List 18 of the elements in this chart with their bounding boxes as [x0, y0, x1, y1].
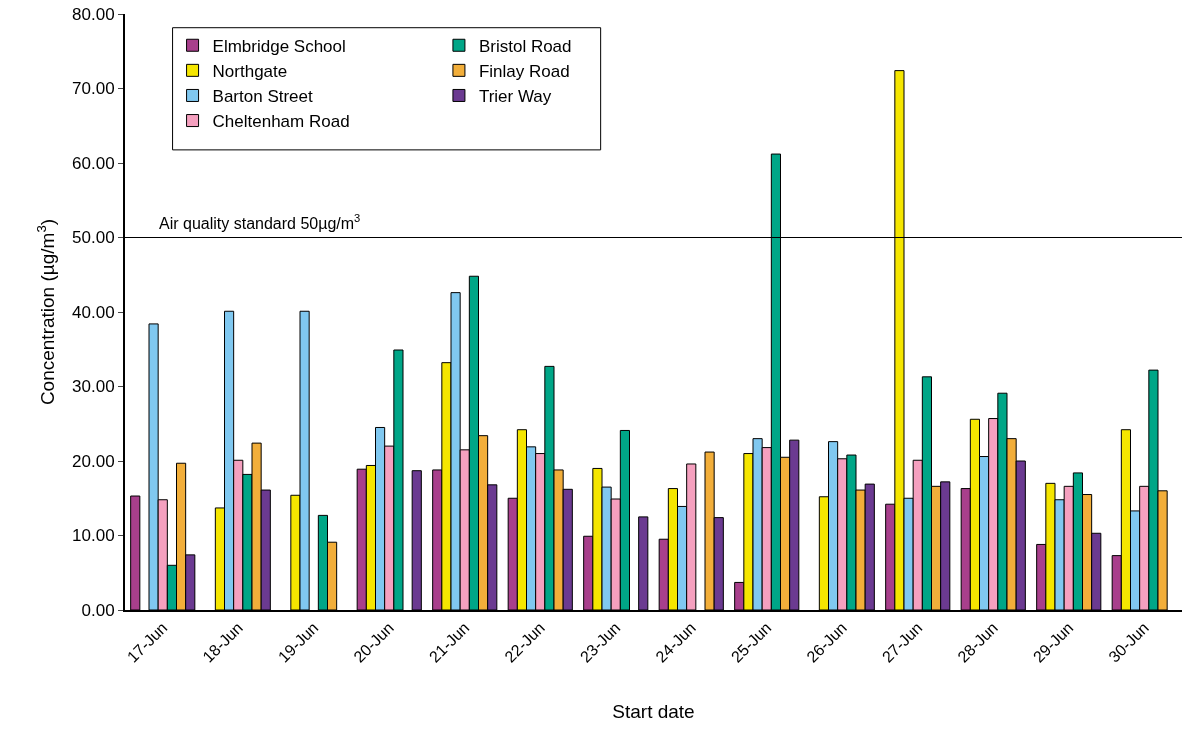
- y-tick-label: 0.00: [81, 600, 115, 620]
- legend-label: Cheltenham Road: [212, 112, 350, 132]
- legend-label: Elmbridge School: [212, 36, 346, 56]
- y-tick-label: 20.00: [72, 451, 115, 471]
- y-tick-label: 50.00: [72, 228, 115, 248]
- y-tick-label: 70.00: [72, 79, 115, 99]
- ref-line-label: Air quality standard 50µg/m$^{3}$: [159, 212, 361, 232]
- x-axis-title: Start date: [612, 700, 695, 722]
- legend-label: Finlay Road: [478, 61, 570, 81]
- y-tick-label: 80.00: [72, 4, 115, 24]
- y-tick-label: 30.00: [72, 377, 115, 397]
- legend-label: Bristol Road: [478, 36, 572, 56]
- legend-label: Trier Way: [478, 87, 552, 107]
- legend-label: Northgate: [212, 61, 288, 81]
- legend-label: Barton Street: [212, 87, 314, 107]
- y-tick-label: 10.00: [72, 526, 115, 546]
- y-tick-label: 60.00: [72, 153, 115, 173]
- y-tick-label: 40.00: [72, 302, 115, 322]
